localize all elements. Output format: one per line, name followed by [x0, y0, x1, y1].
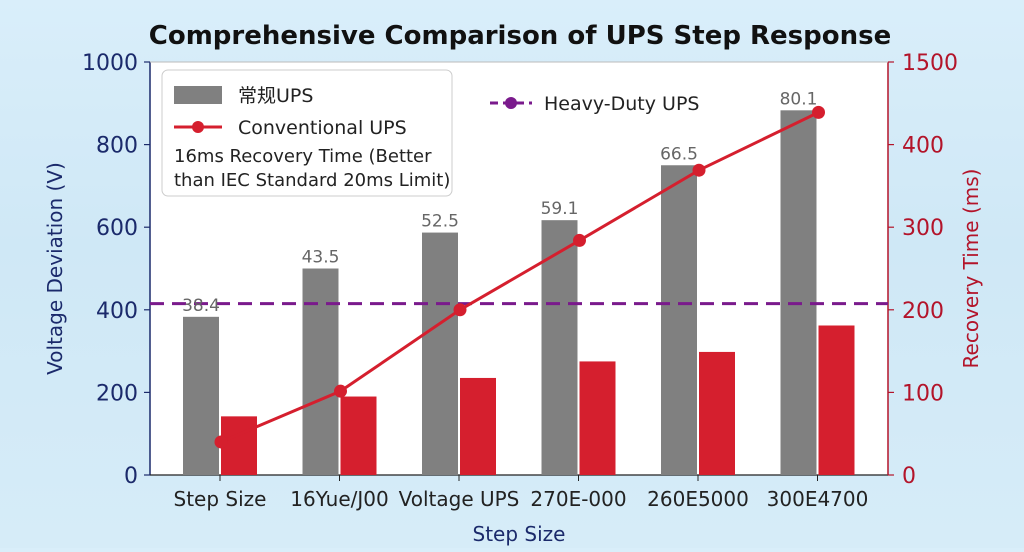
left-tick-label: 600: [96, 216, 138, 241]
conventional-point: [453, 303, 467, 317]
right-tick-label: 300: [902, 216, 944, 241]
red-bar: [340, 396, 377, 475]
right-axis-label: Recovery Time (ms): [959, 169, 983, 369]
conventional-point: [692, 163, 706, 177]
left-tick-label: 1000: [82, 51, 138, 76]
right-tick-label: 0: [902, 464, 916, 489]
legend-note: 16ms Recovery Time (Better than IEC Stand…: [174, 146, 450, 191]
gray-bar: [422, 232, 458, 475]
x-tick-label: Voltage UPS: [399, 487, 520, 511]
left-tick-label: 800: [96, 134, 138, 159]
gray-bar: [183, 316, 219, 475]
gray-bar-label: 38.4: [182, 296, 220, 316]
right-tick-label: 200: [902, 299, 944, 324]
gray-bar-label: 66.5: [660, 144, 698, 164]
right-tick-label: 1500: [902, 51, 958, 76]
red-bar: [579, 361, 616, 475]
x-tick-label: 260E5000: [647, 487, 749, 511]
red-bar: [460, 377, 496, 475]
red-bar: [221, 416, 257, 475]
gray-bar: [302, 268, 339, 475]
gray-bar-label: 43.5: [302, 248, 340, 268]
legend-hline-label: Heavy-Duty UPS: [544, 93, 699, 115]
gray-bar-label: 59.1: [541, 199, 579, 219]
x-tick-label: 16Yue/J00: [290, 487, 388, 511]
chart-title: Comprehensive Comparison of UPS Step Res…: [149, 21, 891, 51]
gray-bar: [541, 220, 578, 475]
legend-box: [161, 69, 453, 197]
legend-hline-marker: [505, 97, 517, 109]
left-tick-label: 400: [96, 299, 138, 324]
x-tick-label: 270E-000: [530, 487, 626, 511]
conventional-line: [220, 111, 820, 444]
left-tick-label: 0: [124, 464, 138, 489]
right-tick-label: 100: [902, 381, 944, 406]
legend-gray-swatch: [174, 86, 222, 104]
x-tick-label: 300E4700: [767, 487, 869, 511]
conventional-point: [573, 233, 586, 247]
gray-bar-label: 52.5: [421, 212, 459, 232]
conventional-point: [812, 105, 825, 119]
conventional-point: [214, 435, 228, 449]
legend-line-label: Conventional UPS: [238, 117, 407, 139]
x-tick-label: Step Size: [174, 487, 267, 511]
gray-bar-label: 80.1: [780, 89, 818, 109]
red-bar: [818, 325, 855, 475]
left-tick-label: 200: [96, 381, 138, 406]
conventional-point: [334, 384, 347, 398]
legend-gray-label: 常规UPS: [238, 85, 313, 107]
left-axis-label: Voltage Deviation (V): [43, 162, 67, 375]
gray-bar: [780, 110, 817, 476]
x-axis-label: Step Size: [473, 522, 566, 546]
red-bar: [699, 351, 735, 475]
right-tick-label: 400: [902, 134, 944, 159]
gray-bar: [661, 165, 697, 475]
legend-line-marker: [192, 121, 204, 133]
